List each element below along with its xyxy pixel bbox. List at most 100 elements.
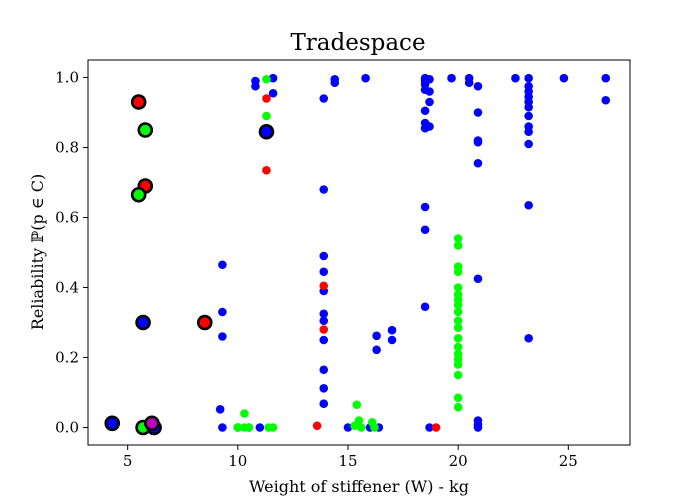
green-data-point [453, 360, 463, 369]
outlined-data-point [104, 415, 121, 432]
green-data-point [262, 111, 271, 121]
green-data-point [453, 307, 463, 317]
blue-data-point [343, 423, 353, 432]
green-data-point [370, 423, 379, 432]
blue-data-point [473, 108, 483, 117]
blue-data-point [319, 94, 329, 103]
green-data-point [453, 402, 463, 412]
blue-data-point [425, 122, 434, 131]
blue-data-point [425, 423, 434, 432]
outlined-data-point [137, 122, 154, 138]
blue-data-point [559, 73, 569, 83]
green-data-point [453, 241, 463, 250]
blue-data-point [218, 423, 227, 432]
red-data-point [431, 423, 441, 432]
blue-data-point [524, 102, 533, 112]
blue-data-point [473, 274, 483, 284]
x-tick-label: 15 [338, 452, 357, 470]
green-data-point [453, 283, 463, 292]
blue-data-point [268, 88, 278, 98]
outlined-data-point [196, 314, 213, 331]
red-data-point [262, 94, 271, 103]
blue-data-point [511, 73, 520, 83]
blue-data-point [464, 78, 474, 88]
green-data-point [262, 74, 271, 84]
y-axis: 0.0 0.2 0.4 0.6 0.8 1.0 [55, 69, 88, 437]
blue-data-point [473, 423, 483, 432]
green-data-point [453, 323, 463, 333]
y-tick-label: 0.4 [55, 279, 79, 297]
blue-data-point [473, 81, 483, 91]
blue-data-point [319, 185, 329, 194]
red-data-point [312, 421, 322, 431]
blue-data-point [447, 73, 456, 83]
green-data-point [453, 393, 463, 403]
blue-data-point [319, 309, 329, 319]
blue-data-point [330, 78, 340, 88]
blue-data-point [473, 158, 483, 168]
blue-data-point [319, 335, 329, 345]
y-tick-label: 0.2 [55, 349, 79, 367]
x-tick-label: 20 [449, 452, 468, 470]
outlined-data-point [135, 314, 151, 331]
x-tick-label: 10 [228, 452, 247, 470]
x-axis: 5 10 15 20 25 [123, 445, 578, 470]
green-data-point [453, 342, 463, 352]
green-data-point [350, 421, 359, 431]
blue-data-point [524, 111, 533, 121]
blue-data-point [319, 399, 329, 409]
x-tick-label: 5 [123, 452, 133, 470]
blue-data-point [218, 307, 227, 317]
blue-data-point [372, 331, 381, 341]
blue-data-point [425, 74, 434, 84]
green-data-point [240, 409, 249, 418]
x-tick-label: 25 [559, 452, 578, 470]
chart-title: Tradespace [290, 30, 425, 56]
green-data-point [453, 370, 463, 380]
blue-data-point [387, 325, 397, 335]
blue-data-point [255, 423, 265, 432]
blue-data-point [601, 95, 611, 105]
blue-data-point [319, 267, 329, 277]
blue-data-point [372, 345, 381, 355]
outlined-data-point [144, 415, 160, 432]
green-data-point [453, 316, 463, 326]
data-points-layer [104, 73, 611, 436]
red-data-point [319, 325, 329, 334]
blue-data-point [425, 87, 434, 96]
y-axis-label-text: Reliability ℙ(p ∈ C) [28, 174, 47, 330]
plot-frame [87, 59, 631, 446]
blue-data-point [524, 127, 533, 137]
blue-data-point [251, 81, 260, 91]
blue-data-point [268, 73, 278, 83]
blue-data-point [361, 73, 370, 83]
green-data-point [453, 234, 463, 243]
red-data-point [319, 281, 329, 291]
blue-data-point [473, 137, 483, 147]
outlined-data-point [258, 123, 275, 140]
blue-data-point [387, 335, 397, 345]
green-data-point [244, 423, 254, 432]
outlined-data-point [130, 94, 147, 110]
green-data-point [356, 423, 366, 432]
blue-data-point [319, 251, 329, 261]
blue-data-point [420, 106, 430, 116]
blue-data-point [218, 260, 227, 270]
blue-data-point [601, 73, 611, 83]
green-data-point [453, 300, 463, 310]
y-tick-label: 0.8 [55, 139, 79, 157]
x-axis-label: Weight of stiffener (W) - kg [249, 477, 469, 496]
blue-data-point [319, 316, 329, 326]
blue-data-point [218, 332, 227, 341]
y-tick-label: 1.0 [55, 69, 79, 87]
outlined-data-point [130, 186, 147, 203]
blue-data-point [420, 202, 430, 212]
y-tick-label: 0.0 [55, 419, 79, 437]
green-data-point [268, 423, 278, 432]
green-data-point [453, 333, 463, 343]
y-axis-label: Reliability ℙ(p ∈ C) [28, 174, 47, 330]
blue-data-point [524, 139, 533, 149]
blue-data-point [420, 302, 430, 312]
